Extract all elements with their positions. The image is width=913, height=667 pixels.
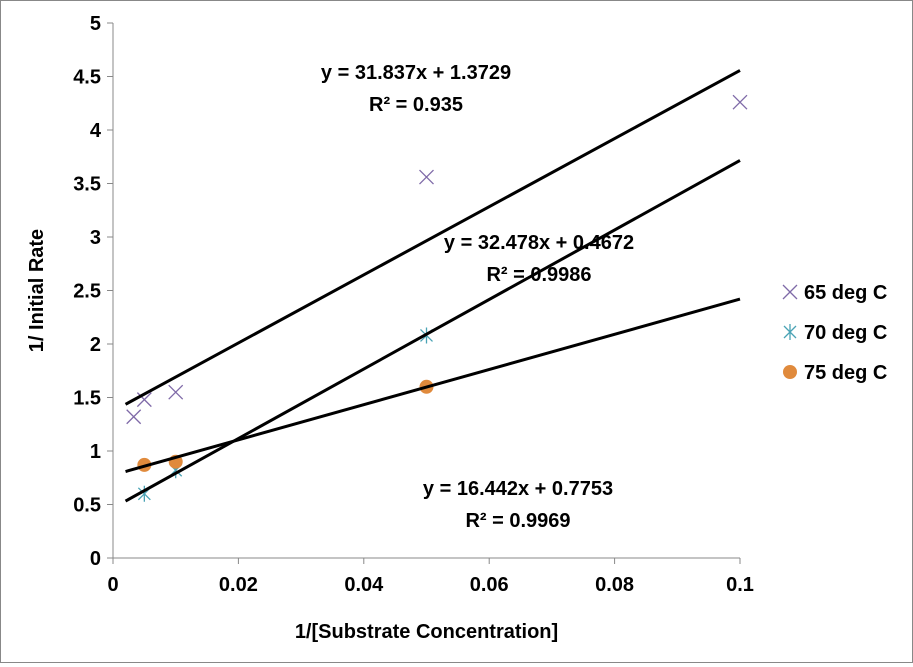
- y-tick-label: 2: [90, 334, 101, 356]
- x-tick-label: 0.02: [219, 574, 258, 596]
- data-point-shape: [419, 169, 434, 185]
- trendline: [125, 297, 741, 473]
- trendline-equation: y = 32.478x + 0.4672: [444, 232, 634, 254]
- legend-label: 70 deg C: [804, 322, 887, 344]
- legend-marker: [783, 324, 797, 340]
- y-tick-label: 1: [90, 441, 101, 463]
- data-point-shape: [732, 94, 748, 110]
- y-tick-label: 4: [90, 120, 102, 142]
- y-axis-label: 1/ Initial Rate: [26, 229, 48, 352]
- y-tick-label: 2.5: [73, 281, 101, 303]
- y-tick-label: 5: [90, 13, 101, 35]
- x-tick-label: 0.08: [595, 574, 634, 596]
- data-point: [168, 384, 184, 400]
- trendline-r2: R² = 0.935: [369, 94, 463, 116]
- legend-label: 65 deg C: [804, 282, 887, 304]
- data-point: [126, 409, 142, 425]
- trendline-equation: y = 31.837x + 1.3729: [321, 62, 511, 84]
- y-tick-label: 3.5: [73, 174, 101, 196]
- trendline: [124, 159, 741, 503]
- y-tick-label: 0.5: [73, 495, 101, 517]
- y-tick-label: 4.5: [73, 67, 101, 89]
- x-tick-label: 0: [107, 574, 118, 596]
- data-point: [419, 169, 434, 185]
- legend-marker-shape: [783, 365, 797, 379]
- y-tick-label: 0: [90, 548, 101, 570]
- x-tick-label: 0.06: [470, 574, 509, 596]
- y-tick-label: 1.5: [73, 388, 101, 410]
- x-tick-label: 0.1: [726, 574, 754, 596]
- x-tick-label: 0.04: [344, 574, 384, 596]
- trendline-equation: y = 16.442x + 0.7753: [423, 478, 613, 500]
- legend-marker: [782, 284, 798, 300]
- legend-marker-shape: [783, 324, 797, 340]
- y-tick-label: 3: [90, 227, 101, 249]
- trendline: [124, 69, 741, 406]
- legend-marker: [783, 365, 797, 379]
- data-point-shape: [168, 384, 184, 400]
- x-axis-label: 1/[Substrate Concentration]: [295, 621, 558, 643]
- trendline-r2: R² = 0.9986: [486, 264, 591, 286]
- trendline-r2: R² = 0.9969: [465, 510, 570, 532]
- data-point-shape: [126, 409, 142, 425]
- legend-label: 75 deg C: [804, 362, 887, 384]
- data-point: [732, 94, 748, 110]
- legend-marker-shape: [782, 284, 798, 300]
